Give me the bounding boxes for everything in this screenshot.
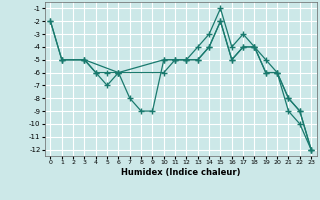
X-axis label: Humidex (Indice chaleur): Humidex (Indice chaleur) [121,168,241,177]
